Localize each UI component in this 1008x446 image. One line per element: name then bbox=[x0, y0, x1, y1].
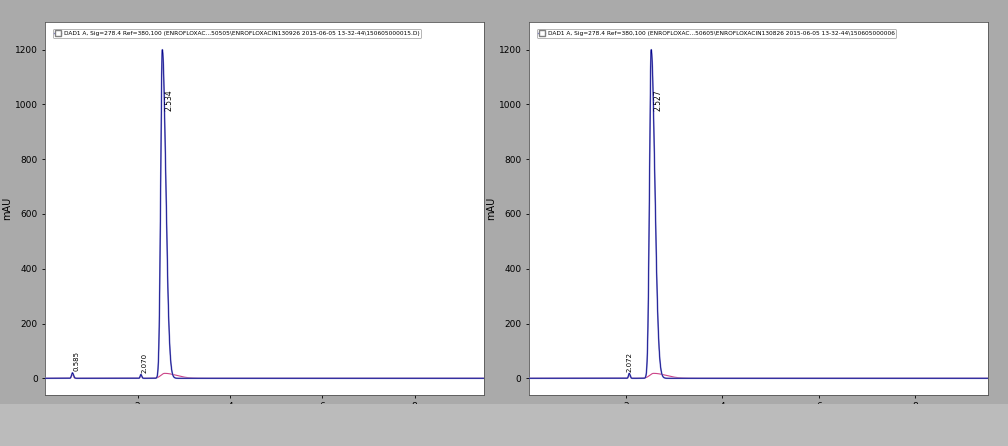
Text: 2.534: 2.534 bbox=[164, 89, 173, 111]
Y-axis label: mAU: mAU bbox=[2, 197, 12, 220]
Legend: DAD1 A, Sig=278.4 Ref=380,100 (ENROFLOXAC...50605\ENROFLOXACIN130826 2015-06-05 : DAD1 A, Sig=278.4 Ref=380,100 (ENROFLOXA… bbox=[536, 29, 896, 38]
Text: 2.072: 2.072 bbox=[627, 352, 633, 372]
Text: 2.070: 2.070 bbox=[142, 353, 148, 373]
Text: 0.585: 0.585 bbox=[74, 351, 80, 371]
Y-axis label: mAU: mAU bbox=[486, 197, 496, 220]
Legend: DAD1 A, Sig=278.4 Ref=380,100 (ENROFLOXAC...50505\ENROFLOXACIN130926 2015-06-05 : DAD1 A, Sig=278.4 Ref=380,100 (ENROFLOXA… bbox=[52, 29, 421, 38]
Text: 2.527: 2.527 bbox=[653, 89, 662, 111]
